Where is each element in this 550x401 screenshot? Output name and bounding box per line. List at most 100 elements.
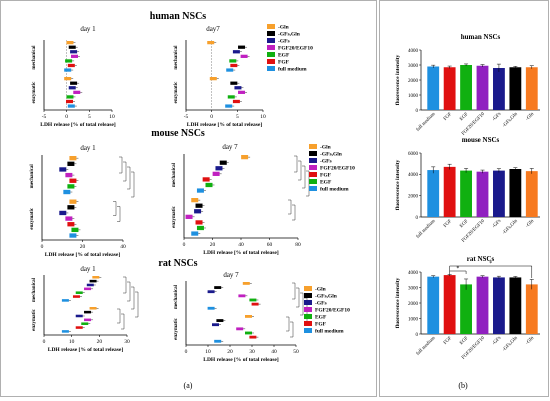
ldh-bar-enzymatic	[68, 86, 76, 90]
sig-bracket	[449, 265, 533, 278]
x-axis-title: LDH release [% of total release]	[48, 347, 124, 353]
ldh-bar-mechanical	[71, 54, 78, 58]
ldh-bar-enzymatic	[209, 77, 217, 81]
ldh-bar-enzymatic	[245, 331, 252, 335]
legend-swatch	[309, 151, 317, 156]
legend-swatch	[304, 328, 312, 333]
ldh-bar-enzymatic	[195, 203, 203, 208]
ldh-bar-mechanical	[68, 45, 76, 49]
legend-swatch	[267, 45, 275, 50]
y-tick-label: 4000	[408, 173, 419, 178]
ldh-bar-mechanical	[207, 306, 215, 310]
ldh-bar-enzymatic	[89, 307, 97, 310]
x-axis-title: LDH release [% of total release]	[203, 250, 279, 256]
x-tick-label: -Gln	[525, 112, 535, 122]
fluorescence-bar	[460, 284, 472, 334]
y-axis-title: fluorescence intensity	[395, 278, 401, 329]
sig-bracket	[135, 291, 139, 318]
fluorescence-bar	[476, 171, 489, 217]
x-tick-label: 20	[80, 244, 86, 250]
x-tick-label: -GFs,Gln	[502, 219, 519, 236]
ldh-bar-enzymatic	[212, 323, 219, 327]
ldh-bar-mechanical	[214, 286, 222, 289]
legend-swatch	[267, 52, 275, 57]
ldh-bar-mechanical	[92, 276, 100, 279]
y-tick-label: 0	[416, 109, 419, 114]
ldh-bar-mechanical	[212, 171, 220, 176]
x-tick-label: full medium	[416, 336, 437, 357]
sig-bracket	[131, 171, 135, 198]
legend-label: full medium	[278, 67, 307, 73]
fluorescence-chart-1: mouse NSCs 0 2000 4000 6000 fluorescence inte…	[395, 136, 540, 244]
sig-bracket	[292, 204, 296, 221]
fluorescence-bar	[525, 171, 538, 217]
ldh-bar-enzymatic	[75, 326, 83, 329]
legend-swatch	[267, 59, 275, 64]
ldh-bar-enzymatic	[75, 314, 83, 318]
ldh-bar-mechanical	[241, 155, 249, 160]
ldh-bar-mechanical	[59, 167, 67, 172]
group-label-mechanical: mechanical	[32, 45, 37, 70]
legend-swatch	[309, 179, 317, 184]
legend-label: FGF	[278, 60, 290, 66]
sig-bracket	[117, 206, 121, 222]
ldh-bar-mechanical	[67, 63, 75, 68]
ldh-bar-enzymatic	[84, 318, 92, 322]
x-tick-label: 40	[120, 244, 126, 250]
sig-bracket	[290, 321, 294, 338]
sig-bracket	[119, 156, 123, 174]
x-tick-label: 40	[238, 242, 244, 248]
row-title-mouse: mouse NSCs	[151, 128, 205, 139]
legend-label: FGF20/EGF10	[315, 308, 350, 314]
sig-bracket	[286, 316, 290, 332]
ldh-bar-mechanical	[86, 283, 94, 287]
legend-label: -Gln	[278, 25, 289, 31]
sig-bracket	[123, 276, 127, 294]
ldh-bar-enzymatic	[67, 104, 75, 108]
ldh-bar-mechanical	[232, 50, 240, 54]
ldh-bar-enzymatic	[61, 330, 69, 333]
legend-swatch	[267, 31, 275, 36]
x-tick-label: -GFs,Gln	[502, 336, 519, 353]
x-tick-label: 30	[249, 349, 255, 355]
chart-title: mouse NSCs	[462, 136, 500, 144]
ldh-bar-mechanical	[63, 189, 71, 195]
x-tick-label: EGF	[459, 112, 469, 122]
sig-bracket	[292, 282, 296, 300]
fluorescence-bar	[427, 170, 440, 217]
x-tick-label: 60	[267, 242, 273, 248]
x-tick-label: 10	[69, 339, 75, 345]
legend-label: FGF	[315, 322, 327, 328]
ldh-bar-mechanical	[75, 291, 83, 294]
sig-bracket	[131, 286, 135, 310]
ldh-bar-mechanical	[196, 188, 204, 193]
ldh-bar-mechanical	[251, 302, 259, 306]
ldh-bar-enzymatic	[59, 210, 67, 216]
sig-bracket	[294, 155, 298, 173]
panel-b-frame	[379, 0, 549, 397]
legend-label: -Gln	[320, 145, 331, 151]
legend-swatch	[304, 300, 312, 305]
ldh-bar-mechanical	[84, 287, 92, 291]
x-tick-label: 30	[124, 339, 130, 345]
sig-bracket	[288, 199, 292, 215]
fluorescence-bar	[509, 67, 522, 110]
legend-swatch	[304, 293, 312, 298]
day-label-mouse-d7: day 7	[222, 143, 238, 151]
ldh-bar-enzymatic	[67, 222, 75, 227]
x-tick-label: 20	[210, 242, 216, 248]
y-tick-label: 3000	[408, 64, 419, 69]
y-tick-label: 1000	[408, 317, 419, 322]
x-tick-label: 0	[41, 244, 44, 250]
fluorescence-bar	[509, 169, 522, 217]
fluorescence-bar	[460, 170, 472, 217]
legend-swatch	[304, 286, 312, 291]
ldh-bar-mechanical	[238, 294, 246, 298]
sig-bracket	[298, 160, 302, 181]
x-axis-title: LDH release [% of total release]	[40, 122, 116, 128]
x-tick-label: 0	[210, 114, 213, 120]
